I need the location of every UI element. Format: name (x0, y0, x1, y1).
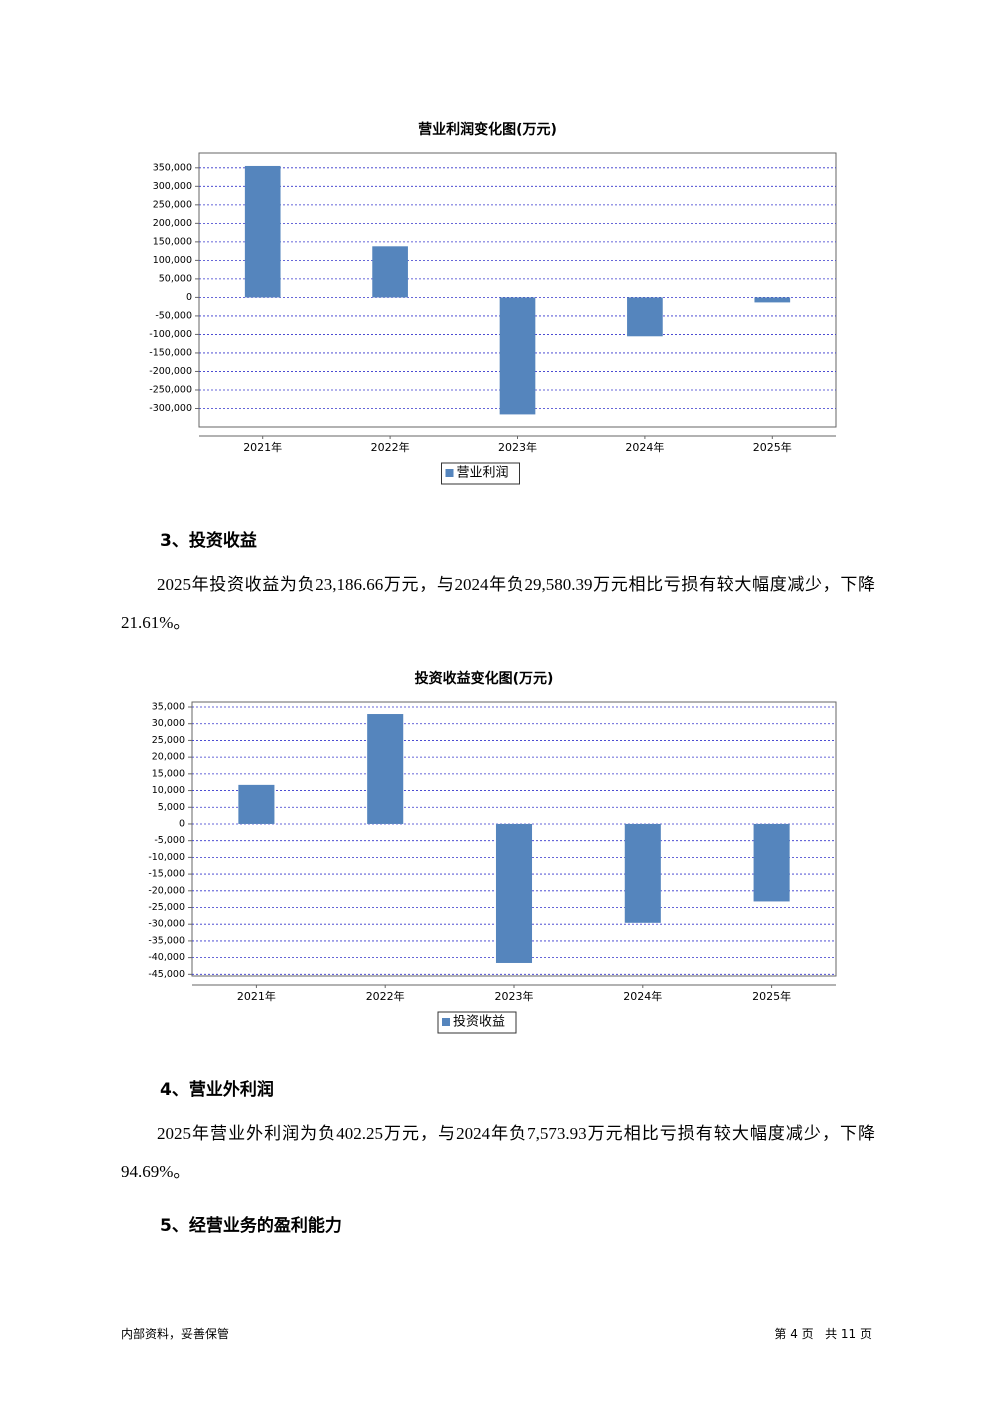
x-tick-label: 2021年 (243, 440, 282, 454)
bar (753, 823, 790, 902)
section-heading: 5、经营业务的盈利能力 (160, 1216, 342, 1236)
y-tick-label: 20,000 (152, 752, 185, 763)
x-tick-label: 2025年 (753, 440, 792, 454)
y-tick-label: 5,000 (158, 802, 185, 813)
x-tick-label: 2024年 (625, 440, 664, 454)
y-tick-label: 35,000 (152, 702, 185, 713)
y-tick-label: -45,000 (148, 969, 185, 980)
y-tick-label: 25,000 (152, 735, 185, 746)
x-tick-label: 2023年 (495, 989, 534, 1003)
x-tick-label: 2024年 (623, 989, 662, 1003)
y-tick-label: 15,000 (152, 768, 185, 779)
x-tick-label: 2025年 (752, 989, 791, 1003)
y-tick-label: 50,000 (159, 273, 192, 284)
y-tick-label: 0 (186, 292, 192, 303)
y-tick-label: -30,000 (148, 919, 185, 930)
y-tick-label: -35,000 (148, 935, 185, 946)
y-tick-label: 350,000 (153, 162, 192, 173)
section-heading: 3、投资收益 (160, 531, 257, 551)
y-tick-label: -250,000 (149, 384, 192, 395)
bar (624, 823, 661, 923)
y-tick-label: 30,000 (152, 718, 185, 729)
legend-swatch (445, 469, 454, 477)
y-tick-label: -300,000 (149, 403, 192, 414)
chart-title: 营业利润变化图(万元) (418, 121, 557, 138)
paragraph: 2025年营业外利润为负402.25万元，与2024年负7,573.93万元相比… (121, 1124, 875, 1181)
y-tick-label: -150,000 (149, 347, 192, 358)
legend-label: 投资收益 (453, 1014, 505, 1030)
y-tick-label: -25,000 (148, 902, 185, 913)
y-tick-label: -10,000 (148, 852, 185, 863)
y-tick-label: 250,000 (153, 199, 192, 210)
y-tick-label: 200,000 (153, 218, 192, 229)
legend-box (441, 462, 520, 485)
y-tick-label: 0 (179, 818, 185, 829)
legend-swatch (442, 1018, 450, 1026)
bar (367, 714, 404, 824)
y-tick-label: 150,000 (153, 236, 192, 247)
footer-right: 第 4 页 共 11 页 (774, 1327, 872, 1341)
bar (499, 297, 536, 415)
y-tick-label: 300,000 (153, 181, 192, 192)
bar (627, 297, 663, 337)
y-tick-label: 100,000 (153, 255, 192, 266)
x-tick-label: 2022年 (371, 440, 410, 454)
bar (238, 784, 275, 824)
legend-label: 营业利润 (457, 466, 509, 481)
y-tick-label: -20,000 (148, 885, 185, 896)
paragraph: 2025年投资收益为负23,186.66万元，与2024年负29,580.39万… (121, 575, 875, 632)
section-heading: 4、营业外利润 (160, 1080, 274, 1100)
bar (244, 165, 281, 298)
y-tick-label: -5,000 (154, 835, 185, 846)
chart-title: 投资收益变化图(万元) (415, 670, 554, 687)
y-tick-label: -100,000 (149, 329, 192, 340)
x-tick-label: 2021年 (237, 989, 276, 1003)
y-tick-label: -15,000 (148, 869, 185, 880)
legend-box (437, 1011, 517, 1034)
y-tick-label: -200,000 (149, 366, 192, 377)
footer-left: 内部资料，妥善保管 (121, 1327, 230, 1341)
x-tick-label: 2022年 (366, 989, 405, 1003)
bar (495, 823, 533, 963)
bar (372, 246, 408, 298)
y-tick-label: -40,000 (148, 952, 185, 963)
y-tick-label: 10,000 (152, 785, 185, 796)
x-tick-label: 2023年 (498, 440, 537, 454)
bar (754, 297, 791, 303)
y-tick-label: -50,000 (155, 310, 192, 321)
